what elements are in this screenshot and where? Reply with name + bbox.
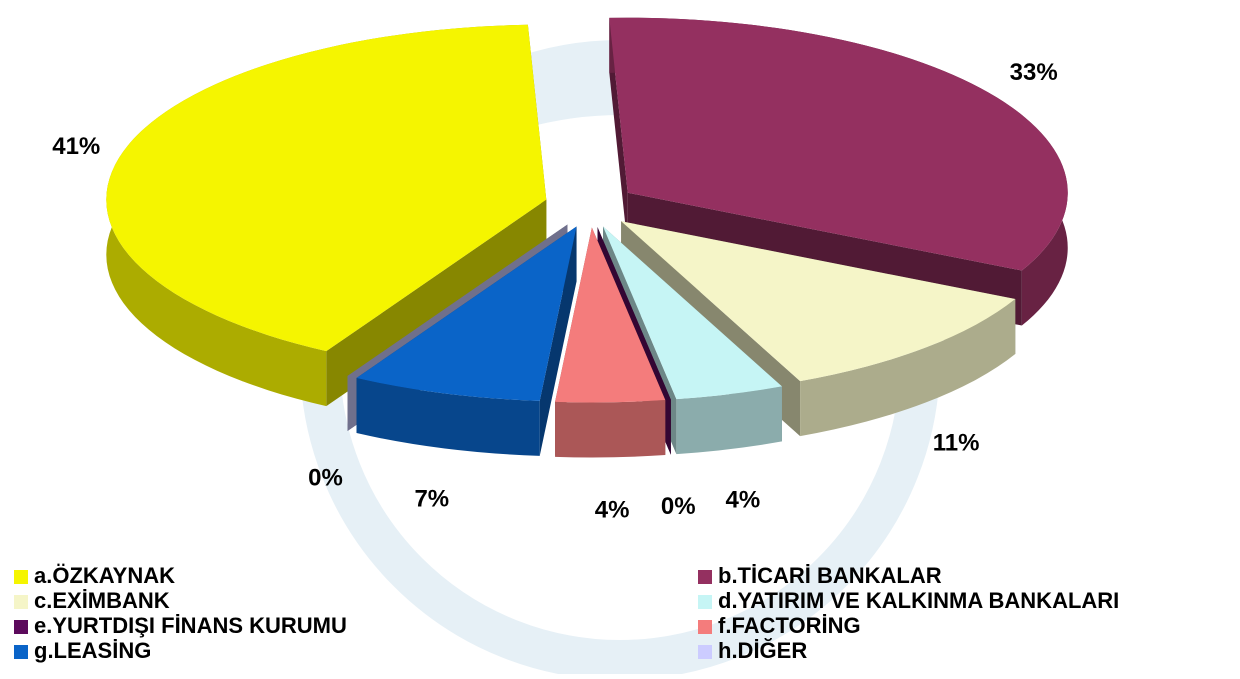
slice: [356, 226, 577, 401]
legend-swatch: [14, 645, 28, 659]
data-label: 41%: [52, 133, 100, 160]
data-label: 7%: [414, 486, 449, 513]
legend-label: e.YURTDIŞI FİNANS KURUMU: [34, 613, 347, 638]
legend-swatch: [14, 570, 28, 584]
legend-swatch: [14, 595, 28, 609]
slice: [609, 17, 1068, 271]
legend-label: c.EXİMBANK: [34, 588, 170, 613]
slice-side: [555, 400, 666, 458]
slice: [106, 24, 547, 352]
data-label: 11%: [933, 429, 980, 456]
legend-swatch: [698, 570, 712, 584]
slice: [555, 227, 666, 403]
data-label: 4%: [726, 486, 761, 513]
slice-side: [800, 299, 1016, 437]
slice-wall: [609, 17, 628, 248]
slice: [597, 227, 671, 400]
data-label: 0%: [661, 493, 696, 520]
legend-swatch: [14, 620, 28, 634]
legend-label: d.YATIRIM VE KALKINMA BANKALARI: [718, 588, 1119, 613]
legend-label: g.LEASİNG: [34, 638, 151, 663]
data-label: 4%: [595, 496, 630, 523]
slice-side: [356, 378, 540, 456]
legend-label: h.DİĞER: [718, 638, 807, 663]
legend-swatch: [698, 645, 712, 659]
legend-swatch: [698, 595, 712, 609]
legend-label: f.FACTORİNG: [718, 613, 861, 638]
data-label: 0%: [308, 464, 343, 491]
legend-swatch: [698, 620, 712, 634]
slice-side: [676, 386, 782, 455]
slice: [603, 226, 782, 400]
legend-label: a.ÖZKAYNAK: [34, 563, 175, 588]
data-label: 33%: [1010, 59, 1058, 86]
slice: [621, 221, 1016, 382]
legend-label: b.TİCARİ BANKALAR: [718, 563, 942, 588]
